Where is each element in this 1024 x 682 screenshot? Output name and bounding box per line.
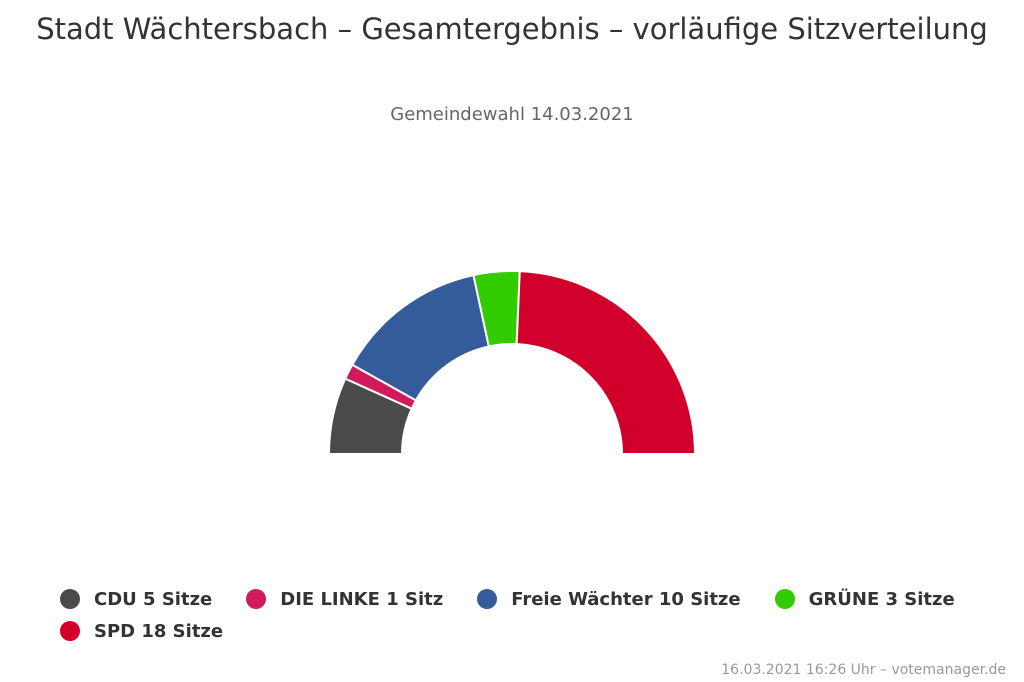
legend-marker-icon (477, 589, 498, 609)
pie-slice-4[interactable] (515, 270, 697, 455)
legend-marker-icon (60, 621, 80, 641)
legend-item-1[interactable]: DIE LINKE 1 Sitz (246, 586, 443, 612)
legend-marker-icon (60, 589, 80, 609)
legend-item-4[interactable]: SPD 18 Sitze (60, 618, 223, 644)
legend-marker-icon (774, 589, 795, 609)
legend-label: SPD 18 Sitze (94, 620, 224, 642)
legend-label: Freie Wächter 10 Sitze (511, 588, 741, 610)
legend-label: DIE LINKE 1 Sitz (280, 588, 444, 610)
chart-title: Stadt Wächtersbach – Gesamtergebnis – vo… (36, 12, 988, 46)
legend-item-2[interactable]: Freie Wächter 10 Sitze (477, 586, 741, 612)
legend-marker-icon (246, 589, 267, 609)
chart-subtitle: Gemeindewahl 14.03.2021 (390, 104, 634, 125)
legend-item-3[interactable]: GRÜNE 3 Sitze (774, 586, 955, 612)
legend-item-0[interactable]: CDU 5 Sitze (60, 586, 212, 612)
legend-label: CDU 5 Sitze (94, 588, 213, 610)
credits-text[interactable]: 16.03.2021 16:26 Uhr – votemanager.de (721, 662, 1006, 678)
chart-legend: CDU 5 Sitze DIE LINKE 1 Sitz Freie Wächter… (60, 586, 1000, 644)
legend-label: GRÜNE 3 Sitze (808, 588, 955, 610)
